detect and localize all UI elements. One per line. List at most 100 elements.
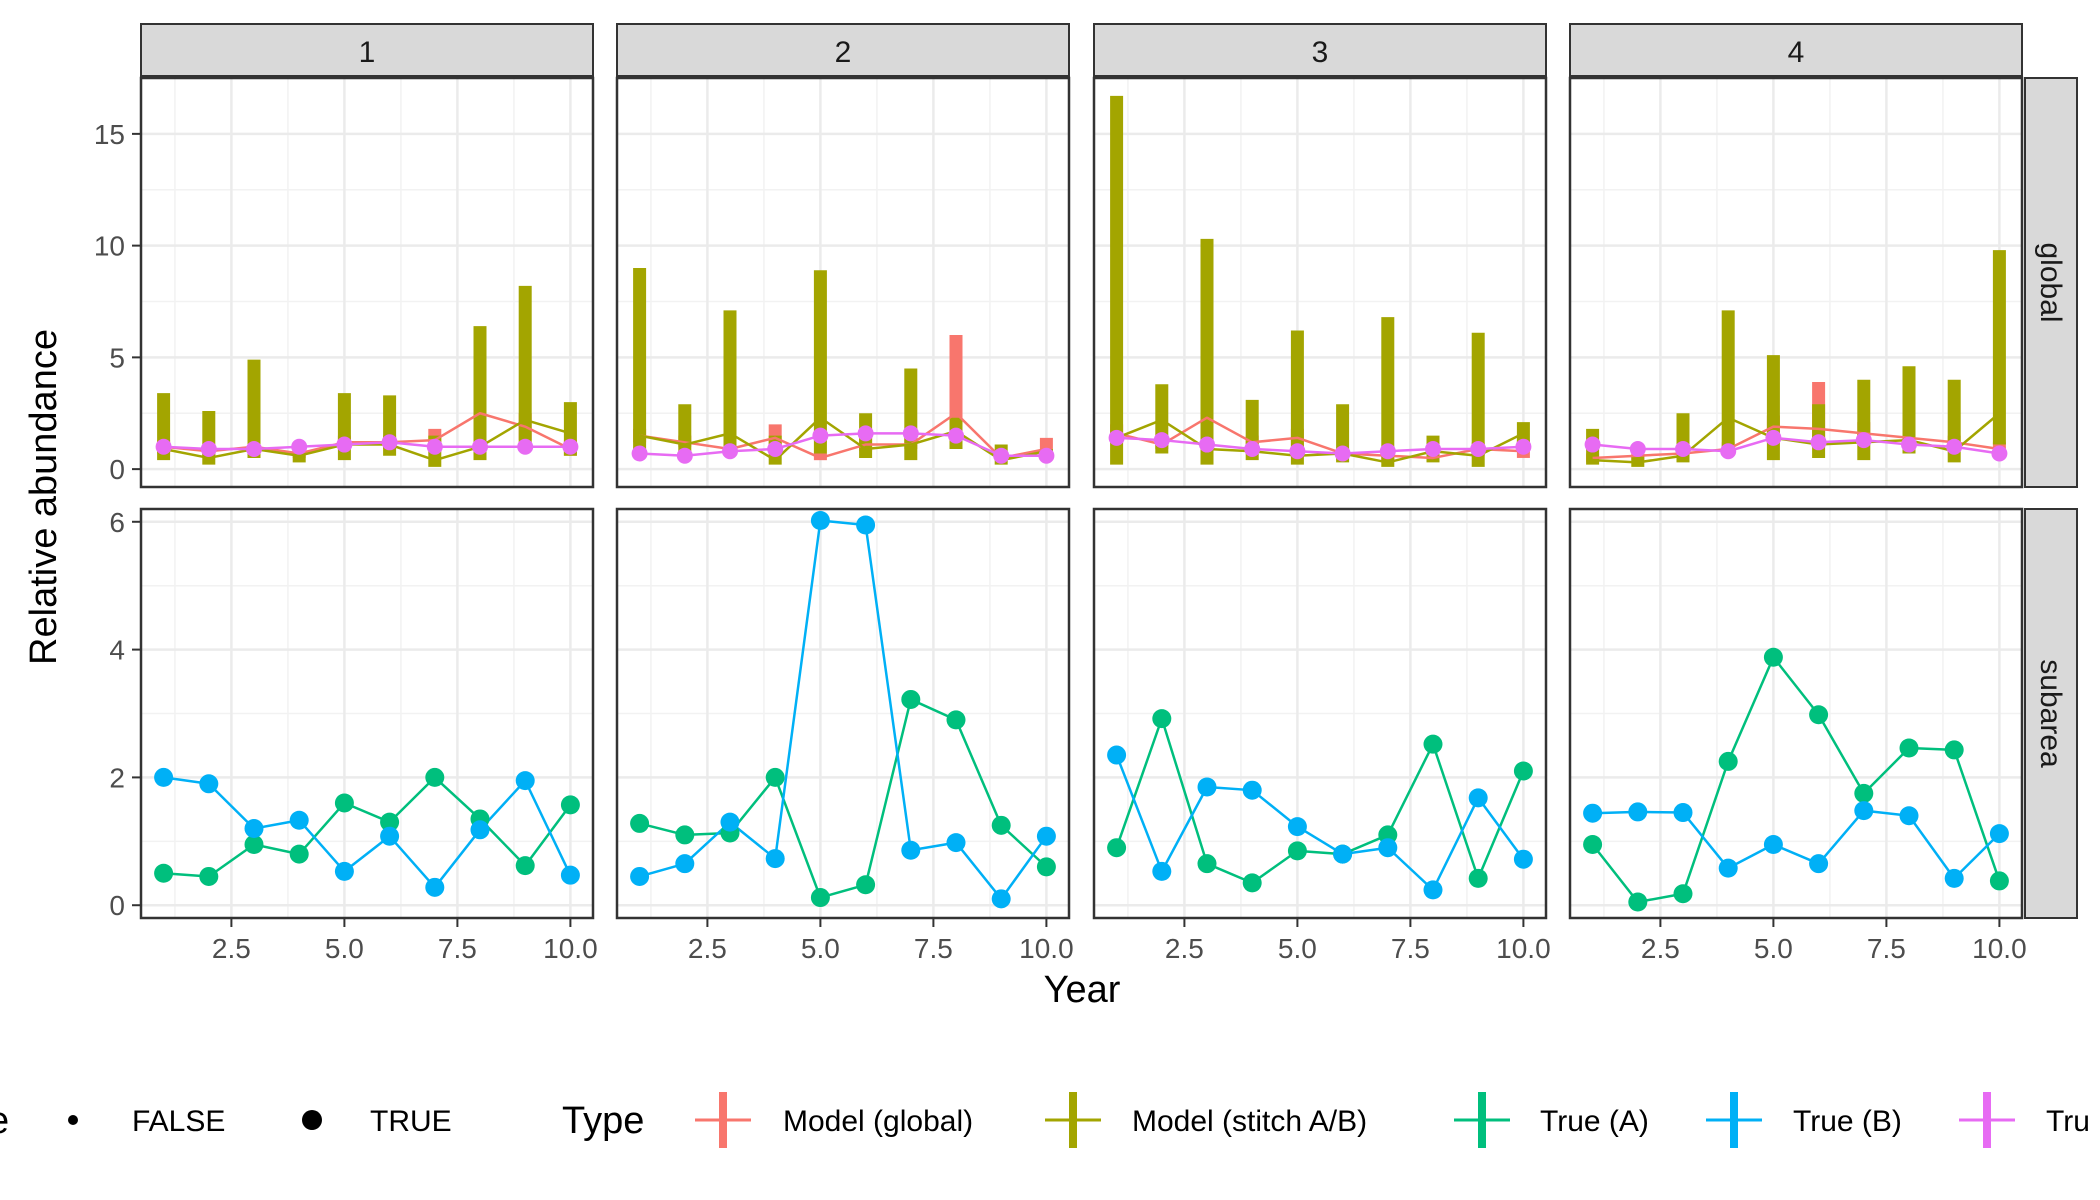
true-a-point — [1854, 783, 1874, 803]
x-tick-label: 10.0 — [543, 933, 598, 964]
true-b-point — [199, 774, 219, 794]
x-tick-label: 2.5 — [212, 933, 251, 964]
true-global-point — [426, 438, 443, 455]
row-strip-label: global — [2034, 242, 2067, 322]
true-b-point — [1944, 868, 1964, 888]
true-a-point — [765, 767, 785, 787]
x-tick-label: 7.5 — [1867, 933, 1906, 964]
panel-border — [1092, 76, 1548, 489]
facet-panel — [615, 76, 1071, 489]
y-tick-label: 4 — [109, 635, 125, 666]
true-a-point — [1583, 835, 1603, 855]
x-tick-label: 10.0 — [1496, 933, 1551, 964]
true-a-point — [1287, 841, 1307, 861]
true-a-point — [1809, 705, 1829, 725]
facet-strip-label: 1 — [359, 36, 376, 69]
x-tick-label: 7.5 — [438, 933, 477, 964]
true-b-line — [639, 519, 1048, 901]
true-global-point — [1334, 445, 1351, 462]
y-axis-title: Relative abundance — [23, 329, 65, 665]
true-a-point — [946, 710, 966, 730]
true-global-point — [676, 447, 693, 464]
true-b-point — [1513, 849, 1533, 869]
true-b-point — [560, 865, 580, 885]
true-global-point — [1991, 445, 2008, 462]
true-b-point — [1763, 835, 1783, 855]
true-b-point — [675, 854, 695, 874]
true-a-point — [675, 825, 695, 845]
facet-strip — [1569, 23, 2023, 77]
true-a-point — [1763, 647, 1783, 667]
true-b-point — [380, 826, 400, 846]
x-tick-label: 5.0 — [325, 933, 364, 964]
facet-strip-label: 4 — [1788, 36, 1805, 69]
true-a-point — [199, 866, 219, 886]
true-global-point — [1675, 441, 1691, 458]
true-a-point — [1242, 873, 1262, 893]
true-global-point — [246, 441, 262, 458]
panel-border — [1568, 507, 2024, 920]
true-global-point — [1515, 438, 1532, 455]
true-b-point — [1468, 788, 1488, 808]
facet-strip-label: 3 — [1312, 36, 1329, 69]
true-a-point — [1036, 857, 1056, 877]
true-b-point — [1628, 802, 1648, 822]
x-tick-label: 10.0 — [1972, 933, 2027, 964]
x-tick-label: 5.0 — [1278, 933, 1317, 964]
true-a-point — [380, 812, 400, 832]
facet-strip-label: 2 — [835, 36, 852, 69]
x-tick-label: 2.5 — [1165, 933, 1204, 964]
true-a-point — [560, 795, 580, 815]
x-tick-label: 2.5 — [1641, 933, 1680, 964]
true-a-point — [425, 767, 445, 787]
legend-type-true-global-label: Tru — [2046, 1105, 2090, 1138]
y-tick-label: 2 — [109, 762, 125, 793]
true-b-point — [1197, 777, 1217, 797]
true-a-point — [1899, 738, 1919, 758]
true-global-point — [291, 438, 308, 455]
panel-border — [615, 507, 1071, 920]
true-global-point — [381, 434, 398, 451]
true-b-point — [1287, 817, 1307, 837]
facet-panel — [1092, 507, 1548, 920]
true-a-point — [515, 856, 535, 876]
legend-type-true-a-label: True (A) — [1540, 1105, 1649, 1138]
true-b-point — [154, 767, 174, 787]
true-global-point — [562, 438, 579, 455]
true-a-point — [1673, 884, 1693, 904]
true-global-point — [1199, 436, 1215, 453]
true-global-point — [722, 443, 738, 460]
true-a-point — [630, 813, 650, 833]
true-a-point — [1513, 761, 1533, 781]
true-a-point — [1718, 751, 1738, 771]
true-b-line — [163, 776, 572, 889]
true-b-point — [1036, 826, 1056, 846]
true-global-line — [163, 441, 571, 451]
true-b-point — [856, 515, 876, 535]
true-global-point — [1153, 432, 1170, 449]
true-global-point — [631, 445, 648, 462]
true-b-point — [1152, 861, 1172, 881]
true-b-point — [515, 771, 535, 791]
true-a-point — [1152, 709, 1172, 729]
legend-type-true-a-key — [1454, 1092, 1510, 1148]
panel-border — [139, 507, 595, 920]
true-a-point — [244, 835, 264, 855]
true-a-point — [1107, 838, 1127, 858]
true-b-point — [470, 820, 490, 840]
true-b-point — [1242, 780, 1262, 800]
true-global-point — [1038, 447, 1055, 464]
true-b-line — [1115, 754, 1525, 892]
y-tick-label: 0 — [109, 454, 125, 485]
true-a-point — [1423, 734, 1443, 754]
true-global-point — [1244, 441, 1261, 458]
facet-panel — [139, 507, 595, 920]
true-a-point — [154, 863, 174, 883]
panel-background — [1570, 78, 2022, 487]
true-global-point — [993, 447, 1010, 464]
true-global-point — [1810, 434, 1827, 451]
true-a-point — [1989, 871, 2009, 891]
legend-type-true-b-key — [1706, 1092, 1762, 1148]
true-b-point — [630, 866, 650, 886]
